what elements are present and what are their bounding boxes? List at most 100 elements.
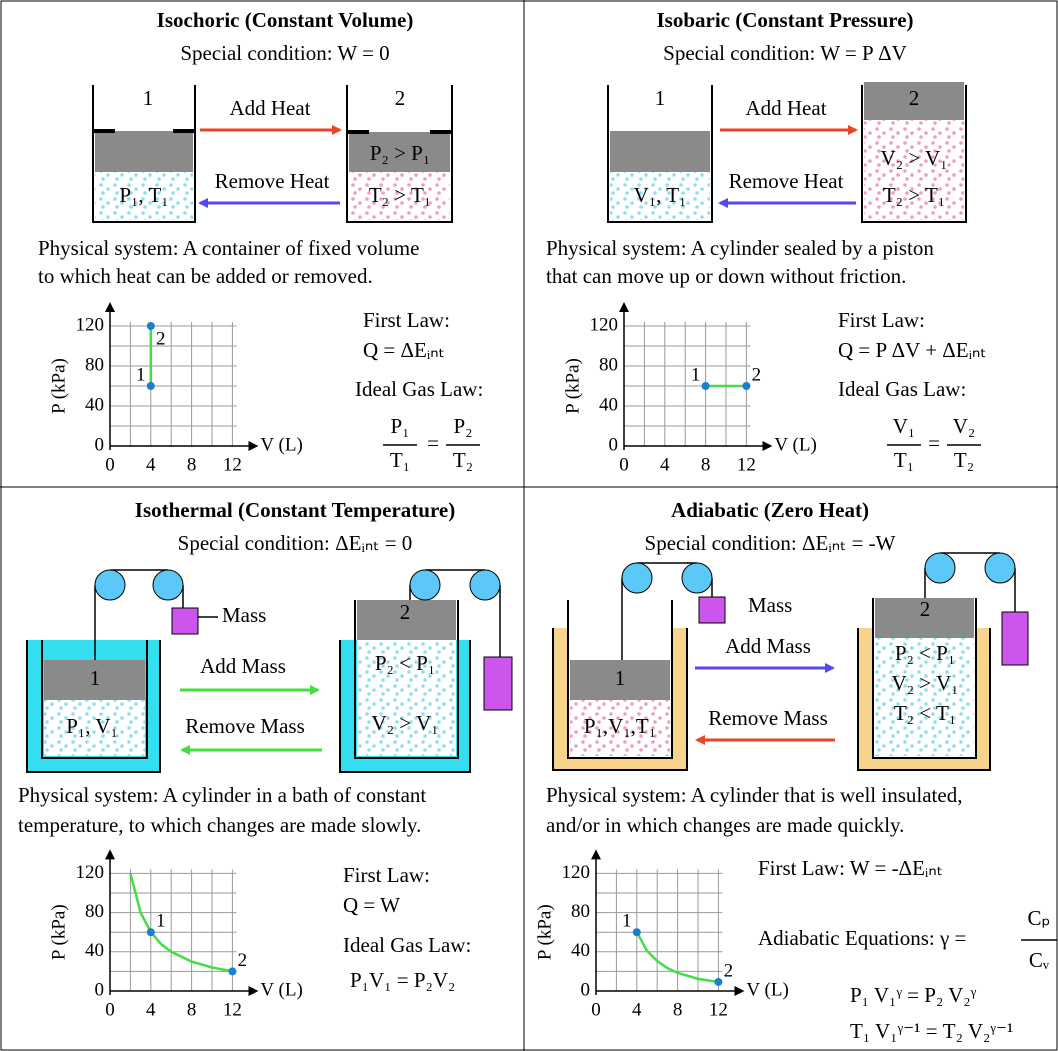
mass [1001, 611, 1029, 666]
adiabatic-equation: P₁ V₁ᵞ = P₂ V₂ᵞ [850, 983, 977, 1007]
state-number: 1 [90, 666, 101, 690]
container [861, 85, 967, 223]
panel-title: Isochoric (Constant Volume) [157, 8, 414, 32]
state-point-label: 2 [156, 328, 166, 349]
gas [357, 640, 456, 756]
rope [924, 552, 1016, 612]
gas-law-title: Ideal Gas Law: [355, 377, 483, 401]
y-tick-label: 120 [76, 314, 105, 335]
x-tick-label: 8 [187, 454, 197, 475]
gas [95, 172, 193, 220]
state-label: V₂ > V₁ [372, 711, 439, 735]
pulley [469, 569, 501, 601]
y-axis-label: P (kPa) [534, 904, 555, 960]
gas [349, 172, 450, 220]
pulley [621, 562, 653, 594]
state-label: T₂ > T₁ [883, 183, 945, 207]
state-label: P₂ < P₁ [895, 641, 955, 665]
numerator: P₂ [453, 414, 472, 438]
piston [864, 82, 964, 120]
state-point-label: 1 [691, 364, 701, 385]
x-tick-label: 8 [701, 454, 711, 475]
numerator: Cₚ [1028, 906, 1051, 930]
pulley [924, 552, 956, 584]
piston [357, 600, 456, 640]
state-point-label: 1 [156, 911, 166, 932]
special-condition: Special condition: ΔEᵢₙₜ = 0 [178, 531, 413, 555]
arrow-label: Remove Heat [215, 169, 330, 193]
x-tick-label: 0 [619, 454, 629, 475]
state-number: 1 [615, 666, 626, 690]
y-tick-label: 120 [76, 862, 105, 883]
state-point [146, 382, 155, 390]
pulley [94, 569, 126, 601]
denominator: T₁ [894, 448, 914, 472]
numerator: P₁ [390, 414, 409, 438]
mass-label: Mass [222, 603, 266, 627]
special-condition: Special condition: W = P ΔV [663, 41, 907, 65]
state-point [146, 322, 155, 330]
denominator: Cᵥ [1029, 948, 1050, 972]
x-tick-label: 0 [591, 999, 601, 1020]
bath-wall [339, 640, 471, 773]
adiabatic-title: Adiabatic Equations: γ = [758, 926, 966, 950]
y-tick-label: 40 [85, 394, 104, 415]
y-tick-label: 120 [562, 862, 591, 883]
lid [95, 131, 193, 172]
state-point [632, 928, 641, 937]
panel-title: Isobaric (Constant Pressure) [656, 8, 913, 32]
x-tick-label: 4 [660, 454, 670, 475]
pulley [681, 562, 713, 594]
x-tick-label: 0 [105, 454, 115, 475]
gas-law-title: Ideal Gas Law: [838, 377, 966, 401]
first-law-title: First Law: [363, 308, 450, 332]
x-tick-label: 12 [223, 454, 242, 475]
state-label: T₂ > T₁ [369, 183, 431, 207]
arrow-label: Remove Mass [708, 706, 828, 730]
state-number: 1 [655, 86, 666, 110]
y-tick-label: 0 [95, 434, 105, 455]
lid [349, 132, 450, 172]
panel-isothermal: Isothermal (Constant Temperature) Special… [18, 498, 513, 1020]
state-point [146, 928, 155, 937]
gas-law-title: Ideal Gas Law: [343, 933, 471, 957]
description: Physical system: A cylinder that is well… [546, 783, 962, 807]
state-label: P₂ > P₁ [370, 141, 430, 165]
arrow-label: Add Heat [745, 96, 826, 120]
state-point [714, 977, 723, 986]
state-number: 2 [400, 600, 411, 624]
y-tick-label: 40 [599, 394, 618, 415]
panel-isochoric: Isochoric (Constant Volume) Special condi… [38, 8, 483, 476]
state-point-label: 2 [724, 960, 734, 981]
y-axis-label: P (kPa) [562, 358, 583, 414]
state-number: 2 [395, 86, 406, 110]
first-law: First Law: W = -ΔEᵢₙₜ [758, 856, 943, 880]
arrow-label: Add Mass [200, 654, 286, 678]
description: temperature, to which changes are made s… [18, 813, 421, 837]
description: Physical system: A container of fixed vo… [38, 236, 419, 260]
piston [44, 660, 145, 700]
mass [171, 607, 199, 635]
x-axis-label: V (L) [260, 979, 302, 1000]
state-label: T₂ < T₁ [894, 701, 956, 725]
y-axis-label: P (kPa) [48, 358, 69, 414]
x-tick-label: 8 [673, 999, 683, 1020]
description: and/or in which changes are made quickly… [546, 813, 904, 837]
first-law-title: First Law: [343, 863, 430, 887]
denominator: T₂ [453, 448, 473, 472]
piston [875, 598, 974, 638]
arrow-label: Remove Heat [729, 169, 844, 193]
first-law: Q = P ΔV + ΔEᵢₙₜ [838, 338, 987, 362]
y-tick-label: 80 [571, 901, 590, 922]
rope [94, 569, 218, 660]
gas [875, 638, 974, 756]
y-tick-label: 80 [85, 354, 104, 375]
state-label: P₁,V₁,T₁ [584, 714, 656, 738]
container [354, 600, 459, 759]
description: Physical system: A cylinder sealed by a … [546, 236, 934, 260]
bath-wall [26, 640, 161, 773]
first-law-title: First Law: [838, 308, 925, 332]
y-tick-label: 0 [95, 979, 105, 1000]
equals: = [928, 431, 940, 455]
gas [610, 172, 710, 220]
